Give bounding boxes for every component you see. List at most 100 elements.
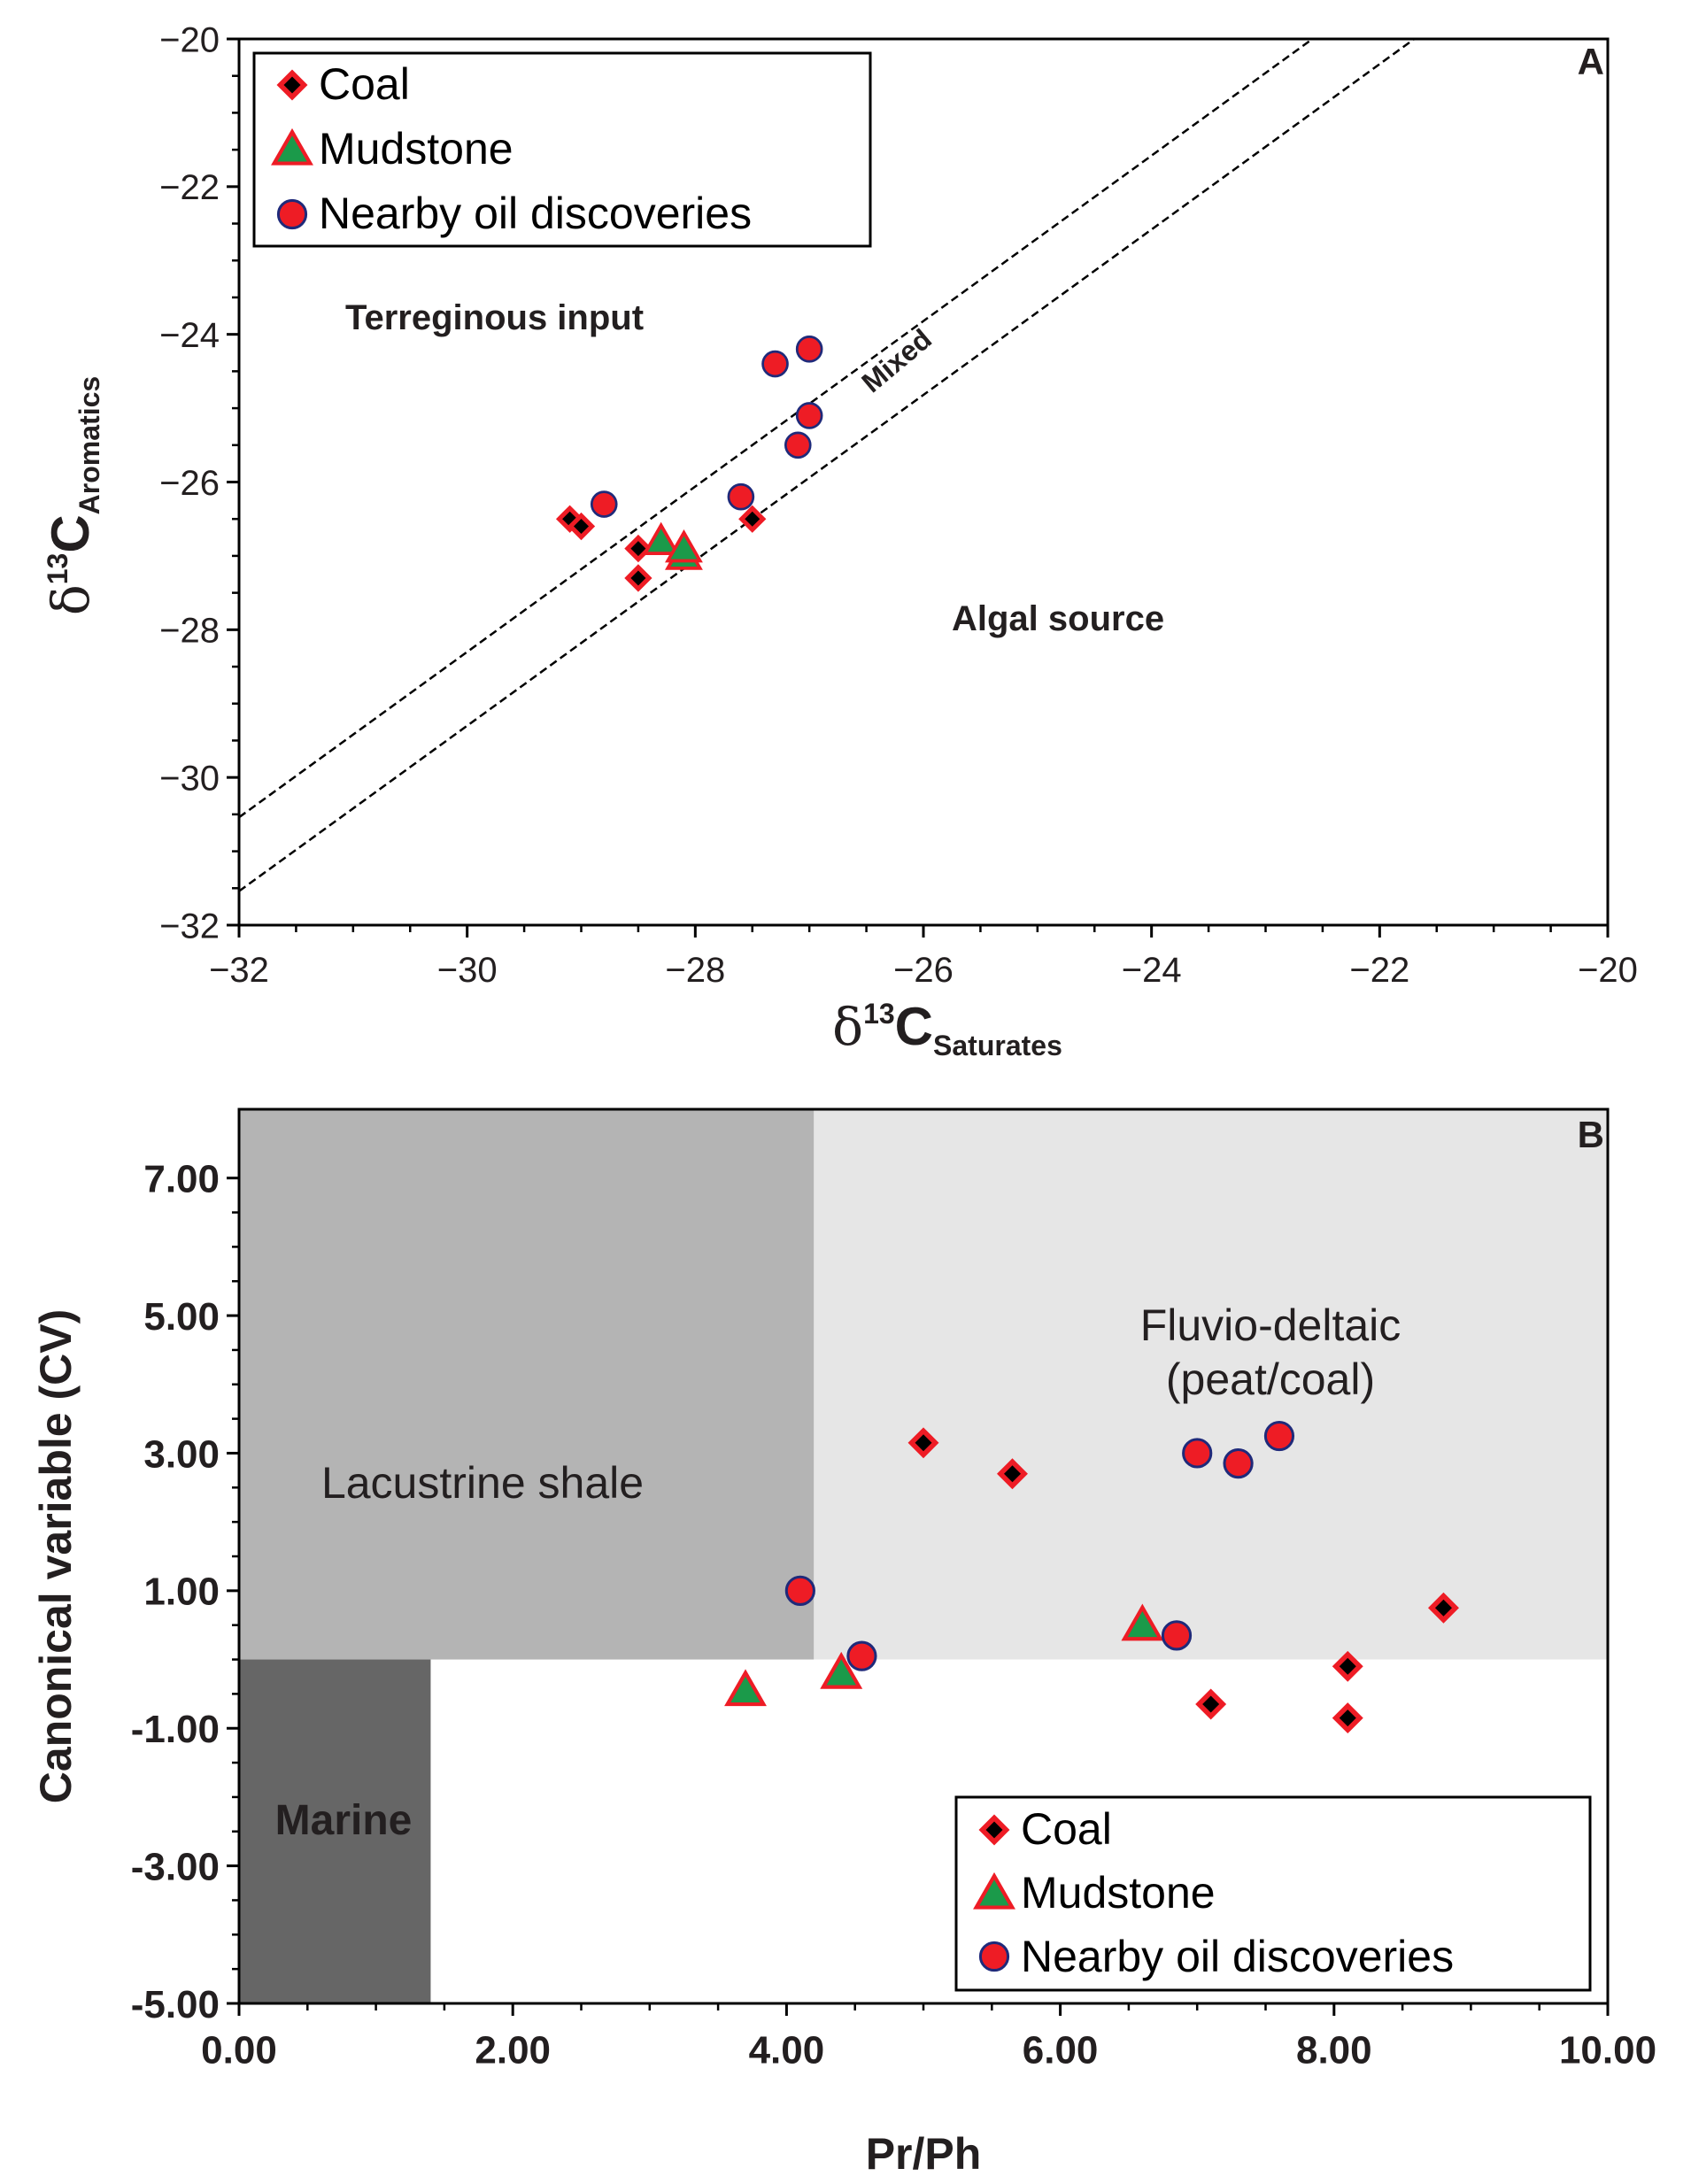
oil-point [761,350,789,378]
mudstone-point [642,521,681,556]
x-label-sub: Saturates [933,1030,1062,1061]
panel-label-a: A [1578,41,1604,82]
legend-label-coal: Coal [1021,1804,1112,1854]
x-tick-label: 0.00 [201,2029,277,2072]
y-tick-labels: −32 −30 −28 −26 −24 −22 −20 [159,20,220,945]
y-tick-labels: -5.00 -3.00 -1.00 1.00 3.00 5.00 7.00 [131,1158,220,2026]
mudstone-point [1121,1603,1164,1641]
y-tick-label: −26 [159,464,220,503]
y-tick-label: −30 [159,760,220,799]
oil-point [795,402,823,429]
region-label-lacustrine: Lacustrine shale [321,1458,644,1508]
mudstone-point [665,529,703,563]
y-tick-label: −28 [159,612,220,651]
x-tick-label: −32 [209,951,269,990]
annotation-mixed: Mixed [855,322,938,398]
coal-point [745,511,761,527]
y-label-main: C [41,514,100,552]
svg-text:δ13CSaturates: δ13CSaturates [832,997,1062,1061]
oil-point [590,490,618,518]
x-label-delta: δ [832,997,863,1057]
oil-point [1161,1620,1193,1651]
legend-label-mudstone: Mudstone [1021,1868,1216,1918]
x-tick-label: −26 [893,951,954,990]
y-tick-label: −20 [159,20,220,59]
x-tick-label: 4.00 [749,2029,825,2072]
legend-markers [973,1814,1015,1972]
regions [239,1109,1608,2003]
x-axis-label: δ13CSaturates [832,997,1062,1061]
legend-marker-triangle [271,127,313,166]
panel-a: −32 −30 −28 −26 −24 −22 −20 −32 −30 −28 −26 −24 −22… [41,20,1638,1061]
x-tick-label: 8.00 [1296,2029,1372,2072]
oil-point [846,1640,877,1671]
reference-lines [239,39,1417,892]
legend-markers [271,69,313,230]
x-tick-label: −22 [1349,951,1409,990]
y-tick-label: −32 [159,907,220,945]
region-label-fluvio-line2: (peat/coal) [1166,1354,1375,1404]
legend-label-coal: Coal [319,59,410,109]
y-label-sup: 13 [42,553,73,585]
coal-point [1202,1695,1220,1713]
oil-point [727,482,755,511]
legend-label-mudstone: Mudstone [319,124,513,174]
x-tick-label: −30 [437,951,498,990]
annotation-algal: Algal source [952,599,1164,638]
panel-label-b: B [1578,1114,1604,1155]
x-tick-label: 6.00 [1023,2029,1099,2072]
legend-marker-triangle [973,1871,1015,1910]
oil-point [1223,1448,1254,1479]
plot-area-frame [237,37,1610,927]
region-1 [814,1109,1608,1660]
mudstone-point [820,1651,863,1689]
x-axis-label: Pr/Ph [866,2129,982,2179]
coal-point [630,541,646,557]
y-tick-label: -1.00 [131,1708,220,1751]
legend-box [954,1795,1592,1992]
y-tick-label: −24 [159,316,220,355]
oil-point [795,336,823,363]
x-tick-label: 2.00 [475,2029,551,2072]
y-tick-label: 1.00 [143,1570,220,1614]
x-tick-label: −20 [1578,951,1638,990]
oil-point [1263,1420,1295,1452]
x-tick-labels: 0.00 2.00 4.00 6.00 8.00 10.00 [201,2029,1656,2072]
y-tick-label: −22 [159,168,220,207]
coal-point [915,1434,932,1452]
legend-marker-circle [276,198,308,230]
legend-marker-diamond [985,1821,1003,1839]
oil-point [784,1575,815,1606]
legend-label-oil: Nearby oil discoveries [319,189,752,238]
x-tick-label: −24 [1122,951,1182,990]
y-tick-label: -5.00 [131,1983,220,2026]
legend-marker-circle [978,1941,1010,1972]
coal-point [1339,1709,1356,1727]
coal-point [1339,1657,1356,1675]
region-label-fluvio-line1: Fluvio-deltaic [1140,1300,1401,1350]
reference-line-1 [239,39,1417,892]
region-label-marine: Marine [275,1797,413,1844]
y-tick-label: -3.00 [131,1845,220,1888]
legend: Coal Mudstone Nearby oil discoveries [954,1795,1592,1992]
oil-point [784,431,812,459]
data-points [555,336,823,592]
plot-area-frame [237,1107,1610,2005]
y-tick-label: 3.00 [143,1432,220,1476]
coal-point [630,570,646,586]
coal-point [574,519,589,535]
data-points [724,1420,1459,1734]
x-tick-label: 10.00 [1559,2029,1656,2072]
mudstone-point [724,1669,767,1707]
x-tick-labels: −32 −30 −28 −26 −24 −22 −20 [209,951,1638,990]
x-tick-label: −28 [665,951,725,990]
y-label-delta: δ [41,584,101,615]
x-label-main: C [895,997,933,1056]
coal-point [1003,1465,1021,1483]
coal-point [1434,1599,1452,1617]
y-label-sub: Aromatics [73,376,105,515]
region-0 [239,1109,815,1660]
legend: Coal Mudstone Nearby oil discoveries [252,51,872,248]
annotation-terrestrial: Terreginous input [345,298,644,337]
